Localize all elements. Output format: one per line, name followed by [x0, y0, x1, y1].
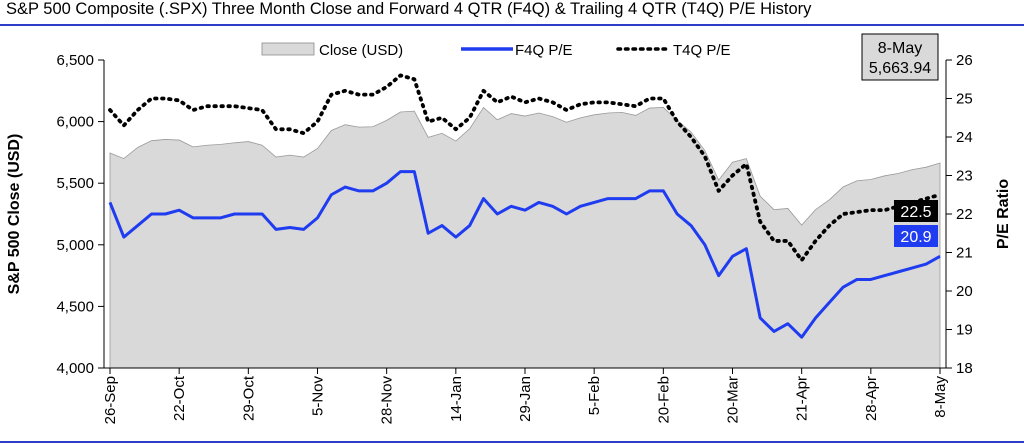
y2-tick-label: 19 [956, 322, 973, 339]
f4q-value-text: 20.9 [900, 229, 931, 246]
legend-label-t4q: T4Q P/E [673, 42, 731, 59]
y-tick-label: 6,500 [56, 52, 94, 69]
legend-swatch-close [261, 42, 315, 56]
right-axis-ticks: 18 19 20 21 22 23 24 25 26 [946, 52, 973, 377]
x-tick-label: 29-Jan [517, 376, 534, 422]
y-tick-label: 5,000 [56, 237, 94, 254]
x-tick-label: 28-Apr [863, 376, 880, 421]
left-axis-ticks: 4,000 4,500 5,000 5,500 6,000 6,500 [56, 52, 104, 377]
latest-date-label: 8-May [878, 40, 922, 57]
x-tick-label: 21-Apr [794, 376, 811, 421]
latest-close-callout-box [861, 33, 939, 81]
x-tick-label: 20-Mar [725, 376, 742, 424]
x-tick-label: 28-Nov [379, 376, 396, 425]
f4q-value-box [894, 225, 938, 247]
latest-close-value: 5,663.94 [869, 60, 931, 77]
x-tick-label: 5-Feb [586, 376, 603, 415]
x-tick-label: 29-Oct [240, 375, 257, 421]
close-area [109, 106, 941, 369]
title-divider [0, 24, 1024, 26]
t4q-value-box [894, 200, 938, 222]
x-tick-label: 26-Sep [102, 376, 119, 424]
y2-tick-label: 21 [956, 245, 973, 262]
x-tick-label: 5-Nov [310, 376, 327, 417]
y2-tick-label: 20 [956, 283, 973, 300]
y2-tick-label: 23 [956, 168, 973, 185]
y2-tick-label: 26 [956, 52, 973, 69]
y2-tick-label: 18 [956, 360, 973, 377]
x-tick-label: 20-Feb [655, 376, 672, 424]
bottom-divider [0, 441, 1024, 443]
chart-title: S&P 500 Composite (.SPX) Three Month Clo… [6, 0, 812, 18]
x-axis-ticks: 26-Sep 22-Oct 29-Oct 5-Nov 28-Nov 14-Jan 29-Ja… [102, 368, 949, 424]
x-tick-label: 22-Oct [171, 375, 188, 421]
close-area-layer [109, 106, 941, 369]
y-tick-label: 6,000 [56, 114, 94, 131]
y2-tick-label: 22 [956, 206, 973, 223]
latest-close-callout: 8-May 5,663.94 [861, 33, 939, 81]
y2-tick-label: 24 [956, 129, 973, 146]
f4q-value-label: 20.9 [894, 225, 938, 247]
y2-tick-label: 25 [956, 91, 973, 108]
x-tick-label: 14-Jan [448, 376, 465, 422]
y-tick-label: 5,500 [56, 175, 94, 192]
t4q-value-text: 22.5 [900, 204, 931, 221]
t4q-pe-line [108, 73, 942, 263]
f4q-pe-line [108, 170, 941, 339]
legend: Close (USD) F4Q P/E T4Q P/E [261, 42, 731, 59]
left-axis-title: S&P 500 Close (USD) [6, 134, 23, 295]
pe-lines-layer [108, 73, 942, 339]
t4q-value-label: 22.5 [894, 200, 938, 222]
legend-label-f4q: F4Q P/E [515, 42, 573, 59]
legend-label-close: Close (USD) [319, 42, 403, 59]
y-tick-label: 4,000 [56, 360, 94, 377]
right-axis-title: P/E Ratio [995, 179, 1012, 249]
y-tick-label: 4,500 [56, 298, 94, 315]
x-tick-label: 8-May [932, 376, 949, 418]
